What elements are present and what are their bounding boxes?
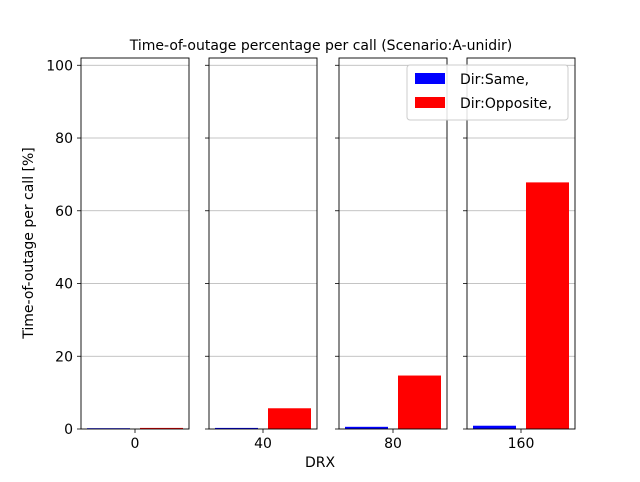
y-tick-label: 0: [64, 422, 73, 438]
bar-same-160: [473, 425, 516, 429]
x-tick-label: 40: [254, 436, 272, 452]
y-tick-label: 60: [55, 204, 73, 220]
panel-0: 0: [77, 57, 190, 452]
panel-40: 40: [205, 57, 318, 452]
subplot-panels: 0 40 80 160: [77, 57, 576, 452]
y-axis: 0 20 40 60 80 100: [46, 58, 73, 438]
legend-label: Dir:Opposite,: [460, 96, 552, 112]
chart-title: Time-of-outage percentage per call (Scen…: [129, 38, 512, 54]
y-tick-label: 40: [55, 277, 73, 293]
y-tick-label: 100: [46, 58, 73, 74]
legend-swatch: [415, 73, 445, 84]
panel-80: 80: [335, 57, 448, 452]
bar-opposite-40: [268, 408, 311, 429]
bar-same-40: [215, 427, 258, 429]
bar-opposite-0: [140, 427, 183, 429]
panel-frame: [80, 57, 190, 430]
legend: Dir:Same, Dir:Opposite,: [406, 64, 569, 121]
bar-same-80: [345, 426, 388, 429]
x-tick-label: 80: [384, 436, 402, 452]
legend-box: [406, 64, 569, 121]
legend-label: Dir:Same,: [460, 72, 529, 88]
panel-frame: [208, 57, 318, 430]
y-tick-label: 20: [55, 349, 73, 365]
x-tick-label: 160: [508, 436, 535, 452]
panel-160: 160: [463, 57, 576, 452]
bar-opposite-160: [526, 182, 569, 429]
x-axis-label: DRX: [305, 455, 336, 471]
y-tick-label: 80: [55, 131, 73, 147]
y-axis-label: Time-of-outage per call [%]: [21, 147, 37, 340]
bar-opposite-80: [398, 375, 441, 429]
x-tick-label: 0: [131, 436, 140, 452]
legend-swatch: [415, 97, 445, 108]
